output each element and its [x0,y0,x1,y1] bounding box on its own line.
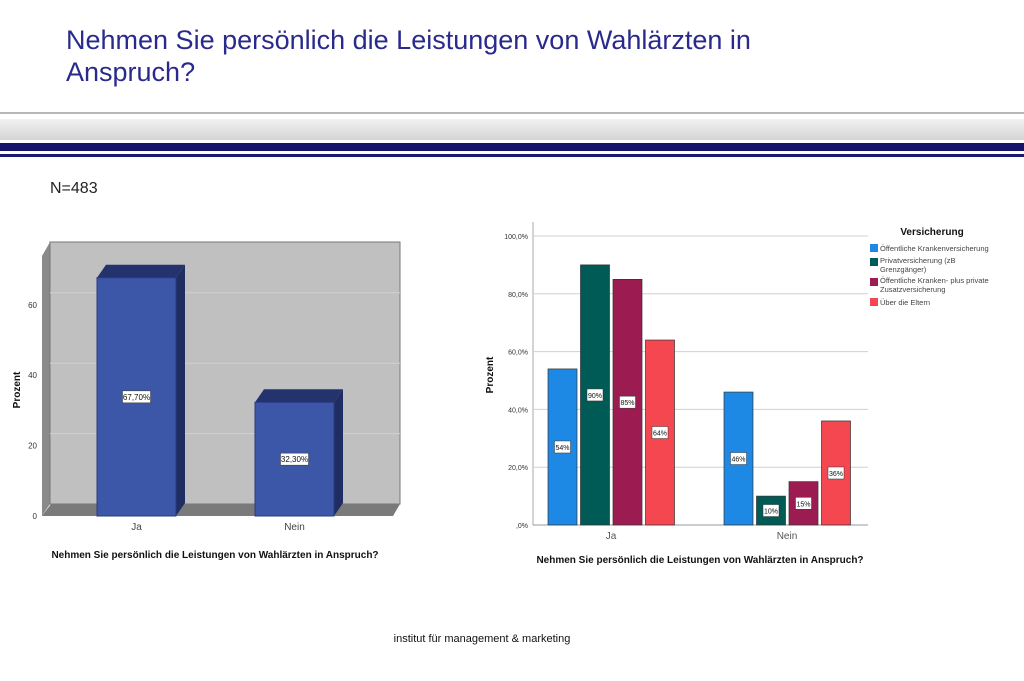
left-wall [42,242,50,516]
data-label-box [554,440,571,454]
legend-label: Öffentliche Krankenversicherung [880,244,989,253]
data-label-box [651,426,669,439]
data-label-box [762,504,780,517]
bar-top [255,389,343,403]
y-tick-label: 40,0% [508,407,528,414]
data-label: 46% [731,457,745,464]
y-tick-label: 60,0% [508,350,528,357]
y-axis-title: Prozent [12,371,23,408]
y-tick-label: 20 [28,442,37,451]
legend-label: Über die Eltern [880,298,930,307]
divider-navy-band [0,143,1024,151]
data-label: 36% [829,471,843,478]
y-axis-title: Prozent [485,356,496,393]
data-label: 15% [796,501,810,508]
data-label: 85% [620,400,634,407]
data-label-box [827,466,845,480]
data-label-box [730,452,747,465]
data-label-box [795,497,812,510]
y-tick-label: 0 [33,512,38,521]
legend-swatch [870,298,878,306]
sample-size: N=483 [50,180,98,197]
data-label: 32,30% [281,455,308,464]
footer-text: institut für management & marketing [393,633,571,645]
data-label-box [619,395,636,409]
data-label: 90% [588,393,602,400]
data-label: 54% [555,445,569,452]
divider-navy-line [0,154,1024,157]
y-tick-label: 100,0% [504,234,528,241]
legend-swatch [870,258,878,266]
legend-swatch [870,244,878,252]
y-tick-label: 80,0% [508,292,528,299]
data-label-box [586,388,604,402]
x-tick-label: Nein [284,522,305,533]
x-tick-label: Nein [777,531,798,542]
legend-label: Privatversicherung (zB Grenzgänger) [880,256,955,274]
data-label: 10% [764,509,778,516]
legend-title: Versicherung [900,227,963,238]
x-axis-title: Nehmen Sie persönlich die Leistungen von… [51,550,378,561]
y-tick-label: 40 [28,371,37,380]
bar-side [176,264,185,516]
y-tick-label: ,0% [516,523,528,530]
data-label: 64% [653,431,667,438]
x-axis-title: Nehmen Sie persönlich die Leistungen von… [536,555,863,566]
y-tick-label: 20,0% [508,465,528,472]
legend-label: Öffentliche Kranken- plus private Zusatzv… [880,276,989,294]
x-tick-label: Ja [131,522,142,533]
divider-gray-band [0,119,1024,140]
legend-swatch [870,278,878,286]
x-tick-label: Ja [606,531,617,542]
data-label: 67,70% [123,393,150,402]
bar-top [97,264,185,278]
bar-side [334,389,343,516]
divider-gray-line [0,112,1024,114]
data-label-box [122,390,151,404]
y-tick-label: 60 [28,301,37,310]
data-label-box [280,452,309,466]
page-title: Nehmen Sie persönlich die Leistungen von… [66,25,751,87]
